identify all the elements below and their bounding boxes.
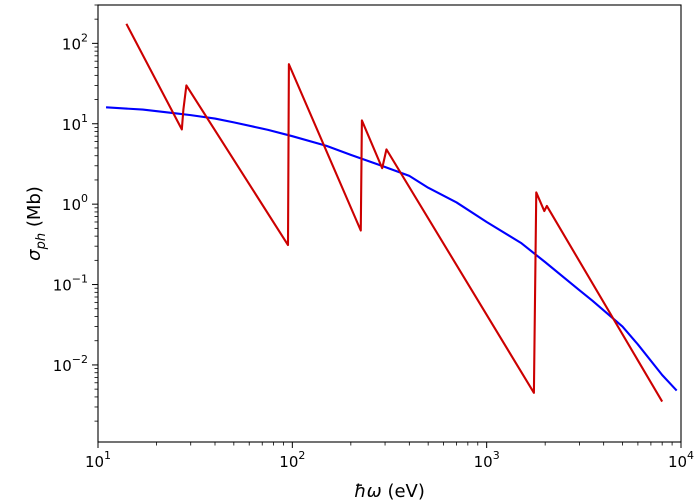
- y-axis: 10−2 10−1 100 101 102: [53, 4, 98, 422]
- x-tick-label: 103: [474, 449, 500, 471]
- y-tick-label: 102: [62, 31, 88, 53]
- x-axis-label: ħω (eV): [354, 481, 425, 502]
- y-tick-label: 101: [62, 112, 88, 134]
- y-tick-label: 10−1: [53, 273, 88, 295]
- x-tick-label: 104: [668, 449, 694, 471]
- x-tick-label: 101: [85, 449, 111, 471]
- y-axis-label: σph (Mb): [24, 186, 49, 261]
- x-axis-label-unit: (eV): [382, 481, 425, 502]
- series-line-2: [125, 23, 664, 403]
- x-tick-label: 102: [279, 449, 305, 471]
- y-tick-label: 10−2: [53, 353, 88, 375]
- x-axis: 101 102 103 104: [85, 442, 694, 471]
- y-tick-label: 100: [62, 192, 88, 214]
- y-axis-label-symbol: σ: [24, 249, 45, 261]
- series-layer: [105, 23, 678, 403]
- y-axis-label-subscript: ph: [34, 233, 49, 251]
- plot-frame: [97, 4, 682, 443]
- y-axis-label-unit: (Mb): [24, 186, 45, 233]
- x-axis-label-quantity: ħω: [354, 481, 382, 502]
